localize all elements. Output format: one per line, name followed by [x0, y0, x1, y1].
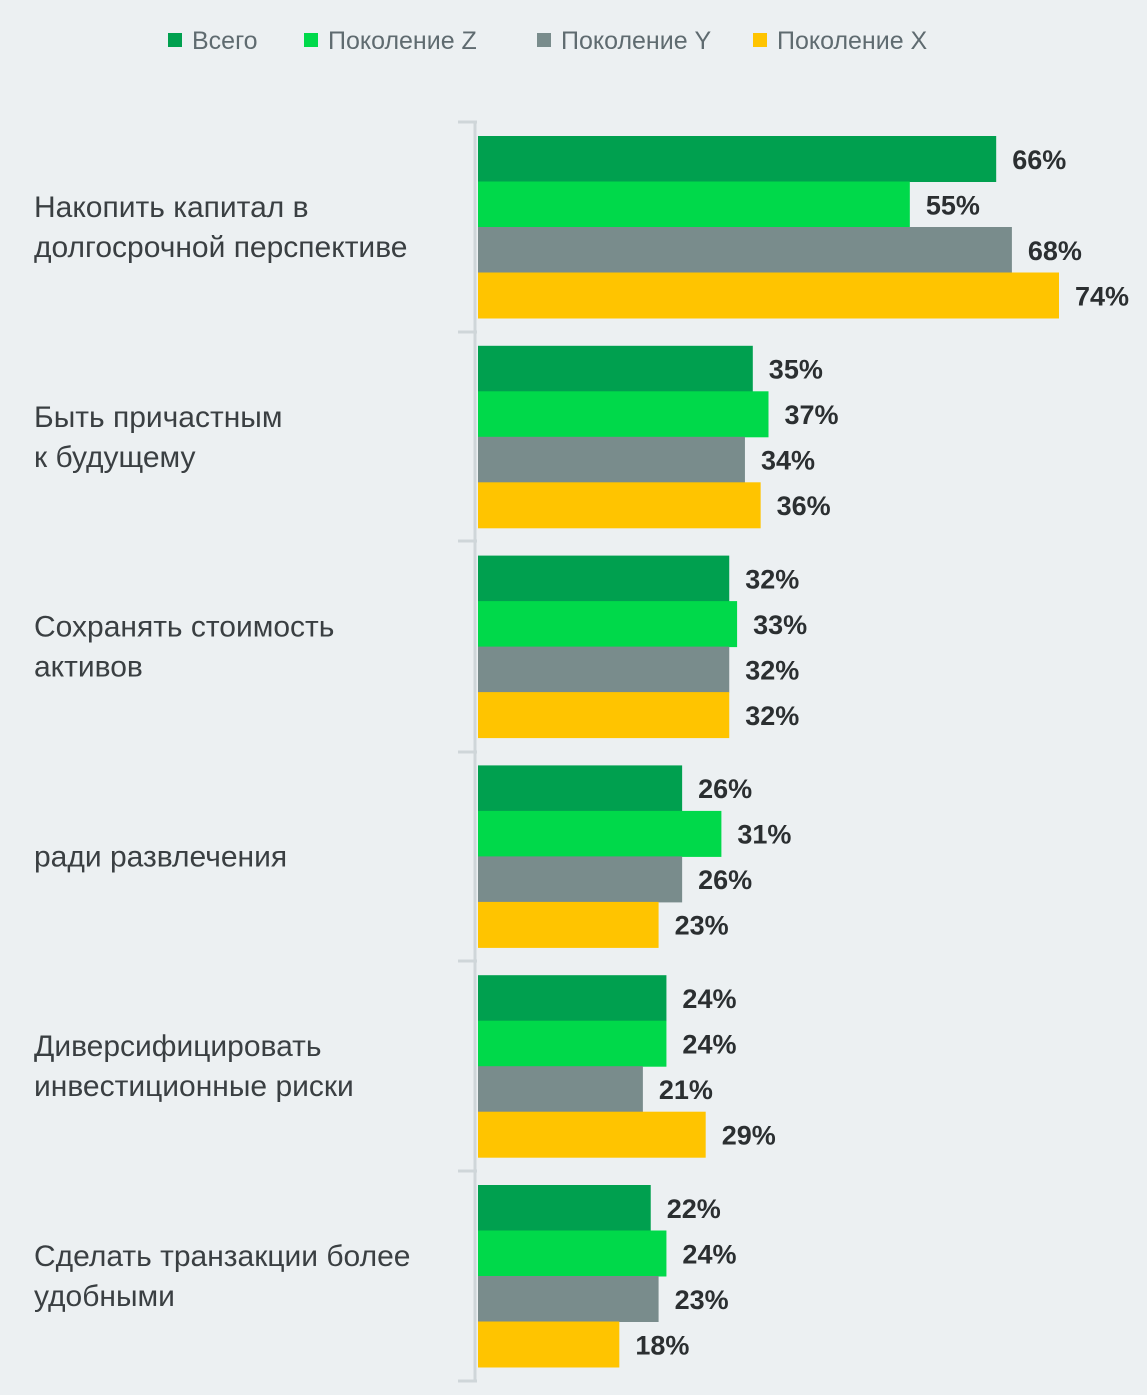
category-label: Сохранять стоимость активов	[34, 611, 334, 684]
value-label: 26%	[698, 774, 752, 804]
legend-swatch	[753, 33, 767, 47]
value-label: 32%	[745, 701, 799, 731]
bar	[478, 1111, 706, 1158]
category-label: ради развлечения	[34, 840, 287, 873]
category-labels: Накопить капитал в долгосрочной перспекти…	[34, 191, 410, 1313]
bar	[478, 692, 730, 739]
bar	[478, 765, 683, 812]
value-label: 26%	[698, 865, 752, 895]
legend-swatch	[537, 33, 551, 47]
value-label: 31%	[737, 820, 791, 850]
legend-label: Поколение X	[777, 27, 928, 55]
bar	[478, 975, 667, 1022]
value-label: 68%	[1028, 236, 1082, 266]
bar	[478, 601, 738, 648]
value-labels: 66% 55% 68% 74% 35% 37% 34% 36% 32% 33% 32% 32% 26% 3…	[635, 145, 1129, 1361]
value-label: 32%	[745, 655, 799, 685]
value-label: 24%	[682, 1029, 736, 1059]
value-label: 36%	[777, 491, 831, 521]
bar	[478, 1020, 667, 1067]
bar	[478, 436, 745, 483]
legend: Всего Поколение Z Поколение Y Поколение X	[168, 27, 928, 55]
legend-label: Поколение Z	[328, 27, 477, 55]
bar	[478, 1276, 659, 1322]
value-label: 32%	[745, 564, 799, 594]
category-label: Быть причастным к будущему	[34, 401, 282, 474]
value-label: 35%	[769, 355, 823, 385]
category-label: Диверсифицировать инвестиционные риски	[34, 1030, 354, 1103]
bar	[478, 1230, 667, 1277]
legend-label: Поколение Y	[561, 27, 712, 55]
bar	[478, 482, 761, 529]
value-label: 21%	[659, 1075, 713, 1105]
value-label: 66%	[1012, 145, 1066, 175]
value-label: 22%	[667, 1194, 721, 1224]
value-label: 37%	[785, 400, 839, 430]
bar	[478, 227, 1012, 273]
bar	[478, 1066, 643, 1113]
bar	[478, 856, 683, 903]
legend-swatch	[304, 33, 318, 47]
bar	[478, 345, 753, 392]
value-label: 24%	[682, 1239, 736, 1269]
bar	[478, 1321, 620, 1368]
category-label: Сделать транзакции более удобными	[34, 1240, 410, 1313]
value-label: 24%	[682, 984, 736, 1014]
bars	[478, 136, 1059, 1368]
bar	[478, 272, 1059, 319]
value-label: 34%	[761, 446, 815, 476]
bar	[478, 391, 769, 438]
bar	[478, 181, 910, 228]
value-label: 23%	[675, 911, 729, 941]
value-label: 74%	[1075, 281, 1129, 311]
bar	[478, 646, 730, 693]
bar	[478, 136, 997, 182]
value-label: 18%	[635, 1330, 689, 1360]
value-label: 29%	[722, 1120, 776, 1150]
bar	[478, 555, 730, 602]
value-label: 33%	[753, 610, 807, 640]
category-label: Накопить капитал в долгосрочной перспекти…	[34, 191, 407, 264]
bar	[478, 810, 722, 857]
bar	[478, 1185, 651, 1231]
legend-label: Всего	[192, 27, 258, 55]
bar	[478, 901, 659, 948]
value-label: 23%	[675, 1285, 729, 1315]
category-axis	[458, 120, 477, 1383]
legend-swatch	[168, 33, 182, 47]
value-label: 55%	[926, 190, 980, 220]
